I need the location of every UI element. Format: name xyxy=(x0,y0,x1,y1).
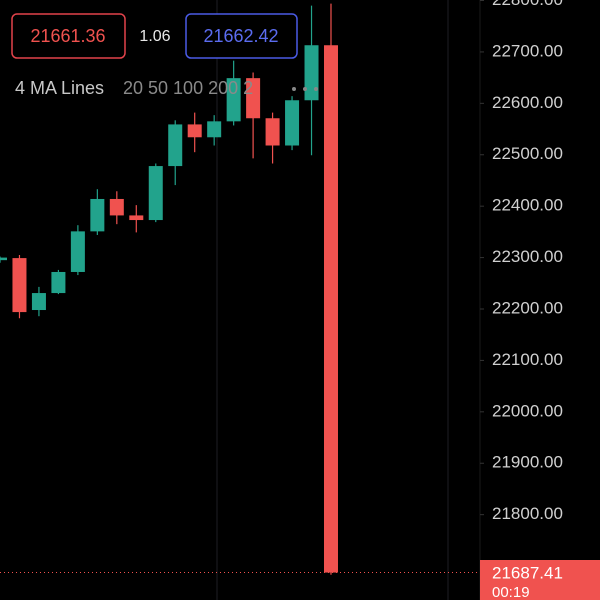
candle-body xyxy=(226,78,241,122)
candle-body xyxy=(90,198,105,232)
y-tick-label: 22700.00 xyxy=(492,41,563,60)
candle-body xyxy=(109,198,124,216)
candle-body xyxy=(129,215,144,221)
candle-body xyxy=(31,293,46,311)
y-tick-label: 22600.00 xyxy=(492,93,563,112)
candle-body xyxy=(304,45,319,101)
indicator-params: 20 50 100 200 2 xyxy=(123,78,253,98)
y-tick-label: 21900.00 xyxy=(492,453,563,472)
candle-body xyxy=(246,78,261,119)
candle-body xyxy=(0,257,7,261)
menu-dot[interactable] xyxy=(314,87,318,91)
candle-body xyxy=(265,118,280,146)
bid-box[interactable] xyxy=(11,13,126,59)
ask: 21662.42 xyxy=(203,26,278,46)
y-tick-label: 22000.00 xyxy=(492,401,563,420)
header: 21661.36 1.06 21662.42 4 MA Lines 20 50 … xyxy=(11,13,318,98)
candle-body xyxy=(168,124,183,167)
timer-label: 00:19 xyxy=(492,584,530,600)
price-label-box xyxy=(480,560,600,600)
spread: 1.06 xyxy=(139,28,170,45)
y-tick-label: 22400.00 xyxy=(492,196,563,215)
y-tick-label: 21800.00 xyxy=(492,504,563,523)
ask-box[interactable] xyxy=(185,13,298,59)
bid: 21661.36 xyxy=(30,26,105,46)
menu-dot[interactable] xyxy=(303,87,307,91)
candle-body xyxy=(323,45,338,573)
plot xyxy=(0,0,484,575)
y-tick-label: 22200.00 xyxy=(492,298,563,317)
y-tick-label: 22500.00 xyxy=(492,144,563,163)
candle-body xyxy=(285,100,300,146)
price-label: 21687.41 xyxy=(492,563,563,582)
candle-body xyxy=(51,271,66,294)
y-tick-label: 22300.00 xyxy=(492,247,563,266)
candle-body xyxy=(187,124,202,138)
indicator-title[interactable]: 4 MA Lines xyxy=(15,78,104,98)
y-tick-label: 22800.00 xyxy=(492,0,563,9)
candle-body xyxy=(12,258,27,313)
candle-body xyxy=(148,166,163,221)
candle-body xyxy=(70,231,85,272)
y-tick-label: 22100.00 xyxy=(492,350,563,369)
candle-body xyxy=(207,121,222,138)
menu-dot[interactable] xyxy=(292,87,296,91)
